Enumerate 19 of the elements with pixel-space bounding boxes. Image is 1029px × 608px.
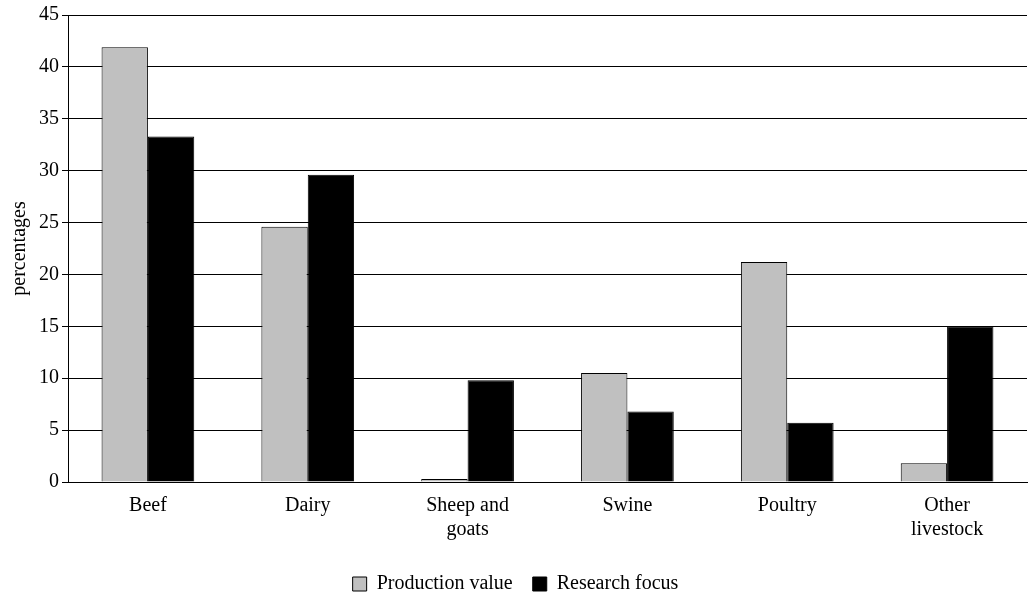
y-tick-label: 10 <box>39 365 59 388</box>
x-tick-label: Beef <box>129 493 168 516</box>
y-tick-label: 25 <box>39 209 59 232</box>
y-tick-label: 35 <box>39 106 59 129</box>
y-tick-label: 20 <box>39 261 59 284</box>
y-tick-label: 45 <box>39 2 59 25</box>
x-tick-label: Swine <box>602 493 653 516</box>
x-tick-label: Poultry <box>757 493 817 517</box>
y-tick-label: 15 <box>39 313 59 336</box>
y-axis-title: percentages <box>7 201 31 296</box>
legend-label: Research focus <box>556 571 679 594</box>
y-tick-label: 30 <box>39 157 59 180</box>
legend-label: Production value <box>376 571 513 594</box>
x-tick-label: Sheep and goats <box>426 493 509 541</box>
y-tick-label: 0 <box>49 469 59 492</box>
y-tick-label: 40 <box>39 54 59 77</box>
x-tick-label: Dairy <box>284 493 331 517</box>
x-tick-label: Other livestock <box>910 493 984 540</box>
y-tick-label: 5 <box>49 417 59 440</box>
